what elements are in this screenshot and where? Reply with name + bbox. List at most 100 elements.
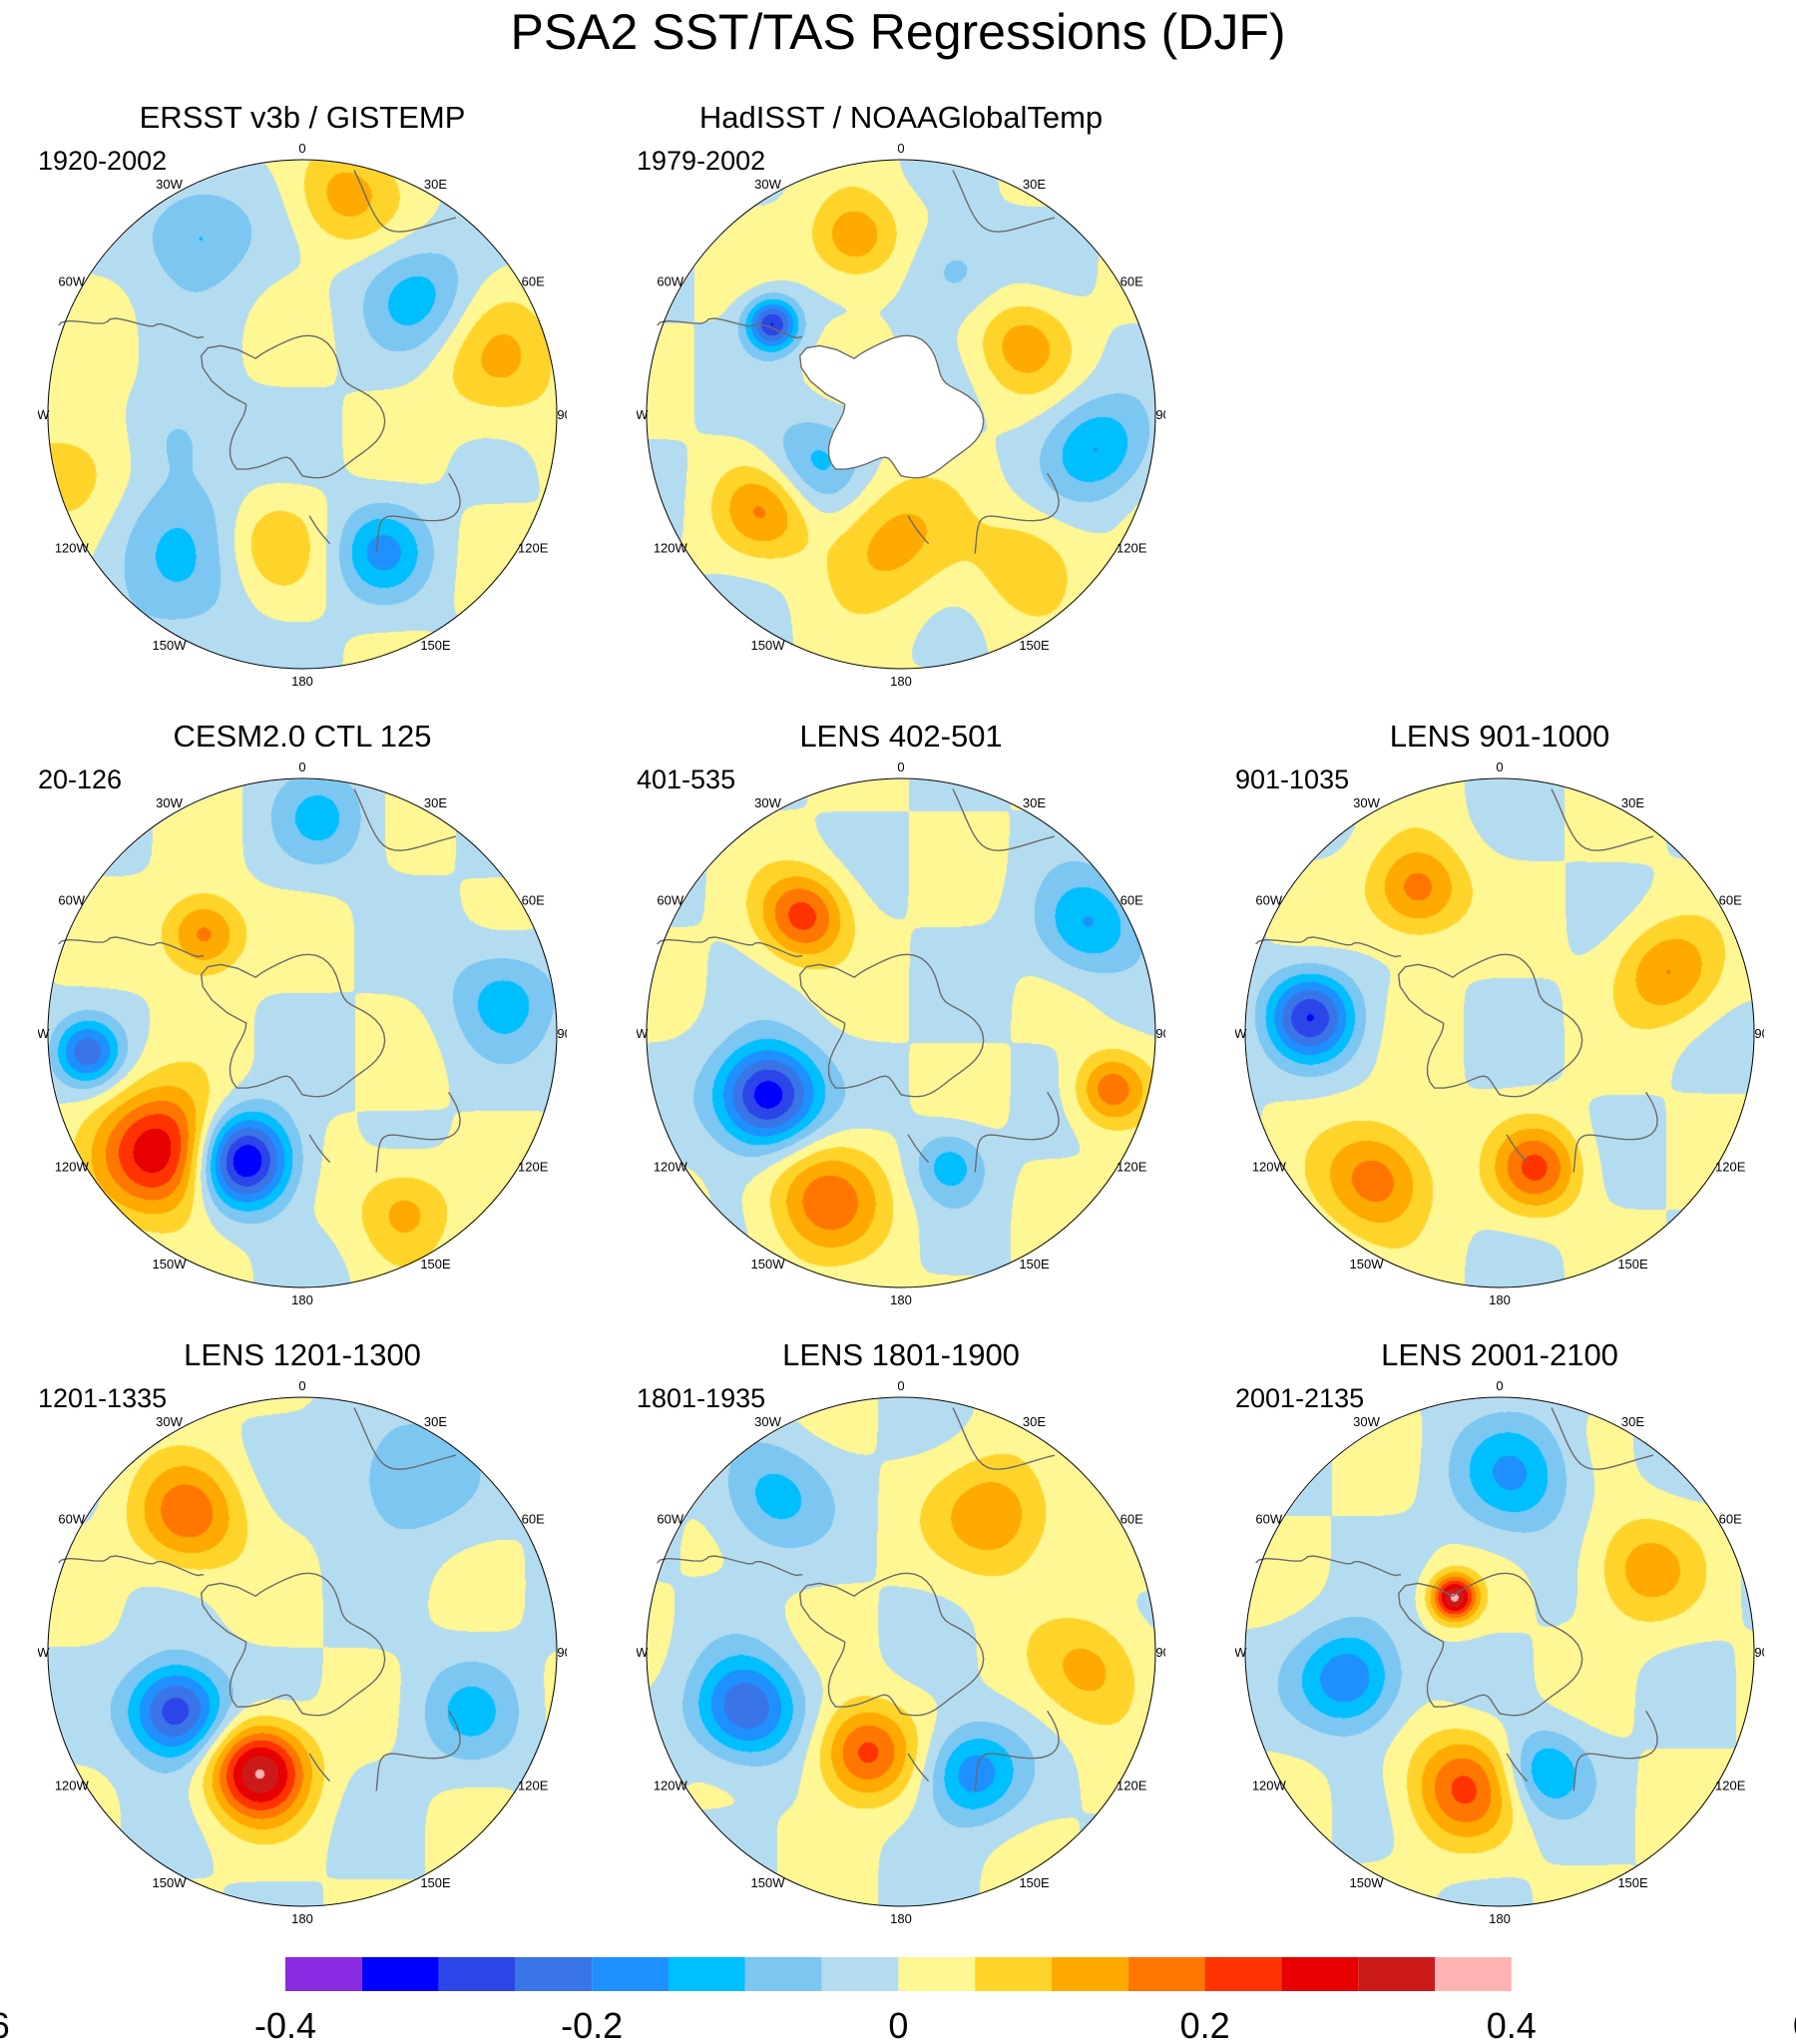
longitude-label: 30W [156,177,183,192]
longitude-label: 30E [424,1414,447,1429]
longitude-label: 120E [518,1779,549,1793]
map-border [1244,1396,1755,1907]
longitude-label: 30W [156,1414,183,1429]
map-border [47,159,558,670]
longitude-label: 60W [1255,893,1282,908]
longitude-label: 60W [58,893,85,908]
longitude-label: 30E [424,177,447,192]
longitude-label: 60E [1121,893,1143,908]
map-border [646,777,1156,1288]
australia-coastline [1572,1710,1658,1791]
longitude-label: 90W [38,1026,50,1041]
antarctica-coastline [1397,953,1583,1098]
new-zealand-coastline [308,1134,331,1164]
longitude-label: 180 [890,1911,912,1926]
new-zealand-coastline [308,515,331,545]
colorbar-box [821,1957,899,1991]
longitude-label: 90W [38,407,50,422]
longitude-label: 90E [1155,1645,1165,1660]
panel-years: 1201-1335 [38,1383,168,1413]
longitude-label: 30W [754,177,781,192]
longitude-label: 150W [153,638,188,653]
longitude-label: 60W [657,274,683,289]
africa-coastline [1551,1407,1654,1470]
new-zealand-coastline [308,1753,331,1783]
map-panel: ERSST v3b / GISTEMP030E60E90E120E150E180… [38,98,567,697]
longitude-label: 90W [1235,1645,1247,1660]
longitude-label: 0 [298,141,305,156]
longitude-label: 120E [518,1160,549,1175]
antarctica-coastline [200,1572,386,1717]
map-overlay: 0 30E 60E 90E 120E 150E 180 150W 120W 90W 60W 30W [38,760,567,1307]
colorbar-box [285,1957,362,1991]
longitude-label: 180 [1489,1911,1511,1926]
colorbar-box [438,1957,516,1991]
longitude-label: 120W [654,1779,688,1793]
map-overlay: 0 30E 60E 90E 120E 150E 180 150W 120W 90W 60W 30W [38,141,567,689]
regression-field [38,98,567,697]
colorbar-tick-label: -0.2 [561,2005,623,2044]
panel-years: 20-126 [38,765,123,794]
longitude-label: 150E [1019,638,1050,653]
australia-coastline [375,1710,461,1791]
south-america-coastline [657,1555,803,1577]
longitude-label: 60W [58,274,85,289]
longitude-label: 180 [890,674,912,689]
longitude-label: 0 [1496,760,1503,774]
longitude-label: 120W [654,1160,688,1175]
longitude-label: 90E [1155,1026,1165,1041]
africa-coastline [952,170,1056,233]
map-overlay: 0 30E 60E 90E 120E 150E 180 150W 120W 90W 60W 30W [1235,1378,1764,1926]
south-america-coastline [1255,1555,1402,1577]
australia-coastline [375,472,461,554]
map-panel: CESM2.0 CTL 125030E60E90E120E150E180150W… [38,717,567,1315]
map-border [47,777,558,1288]
longitude-label: 120E [1117,1160,1147,1175]
map-panel: LENS 402-501030E60E90E120E150E180150W120… [637,717,1165,1315]
longitude-label: 150E [1019,1875,1050,1890]
new-zealand-coastline [1506,1753,1529,1783]
longitude-label: 120W [654,541,688,556]
longitude-label: 90W [637,407,649,422]
longitude-label: 180 [291,1292,313,1307]
regression-field [1235,717,1764,1315]
map-overlay: 0 30E 60E 90E 120E 150E 180 150W 120W 90W 60W 30W [637,141,1165,689]
longitude-label: 60E [522,893,545,908]
australia-coastline [974,1091,1060,1173]
new-zealand-coastline [907,1753,930,1783]
map-panel: LENS 2001-2100030E60E90E120E150E180150W1… [1235,1335,1764,1934]
regression-field [38,1335,567,1934]
map-border [47,1396,558,1907]
longitude-label: 120E [1715,1160,1746,1175]
colorbar-box [1052,1957,1128,1991]
longitude-label: 150W [153,1257,188,1272]
panel-years: 401-535 [637,765,736,794]
longitude-label: 150E [1617,1257,1648,1272]
longitude-label: 30W [156,795,183,810]
new-zealand-coastline [907,515,930,545]
longitude-label: 150E [420,1875,451,1890]
colorbar-box [1358,1957,1435,1991]
africa-coastline [353,788,457,851]
longitude-label: 30W [1353,1414,1380,1429]
longitude-label: 150E [420,638,451,653]
longitude-label: 0 [897,141,904,156]
longitude-label: 90W [637,1026,649,1041]
longitude-label: 120E [1117,541,1147,556]
colorbar-box [515,1957,593,1991]
australia-coastline [1572,1091,1658,1173]
longitude-label: 150E [1019,1257,1050,1272]
longitude-label: 150W [153,1875,188,1890]
longitude-label: 60E [522,274,545,289]
longitude-label: 120E [1715,1779,1746,1793]
panel-years: 1979-2002 [637,146,766,176]
colorbar-tick-label: 0.4 [1487,2005,1537,2044]
longitude-label: 180 [291,1911,313,1926]
regression-field [38,717,567,1315]
panel-years: 2001-2135 [1235,1383,1365,1413]
map-overlay: 0 30E 60E 90E 120E 150E 180 150W 120W 90W 60W 30W [38,1378,567,1926]
africa-coastline [952,1407,1056,1470]
south-america-coastline [58,936,205,958]
colorbar-tick-label: 0.2 [1180,2005,1230,2044]
longitude-label: 60W [58,1512,85,1527]
